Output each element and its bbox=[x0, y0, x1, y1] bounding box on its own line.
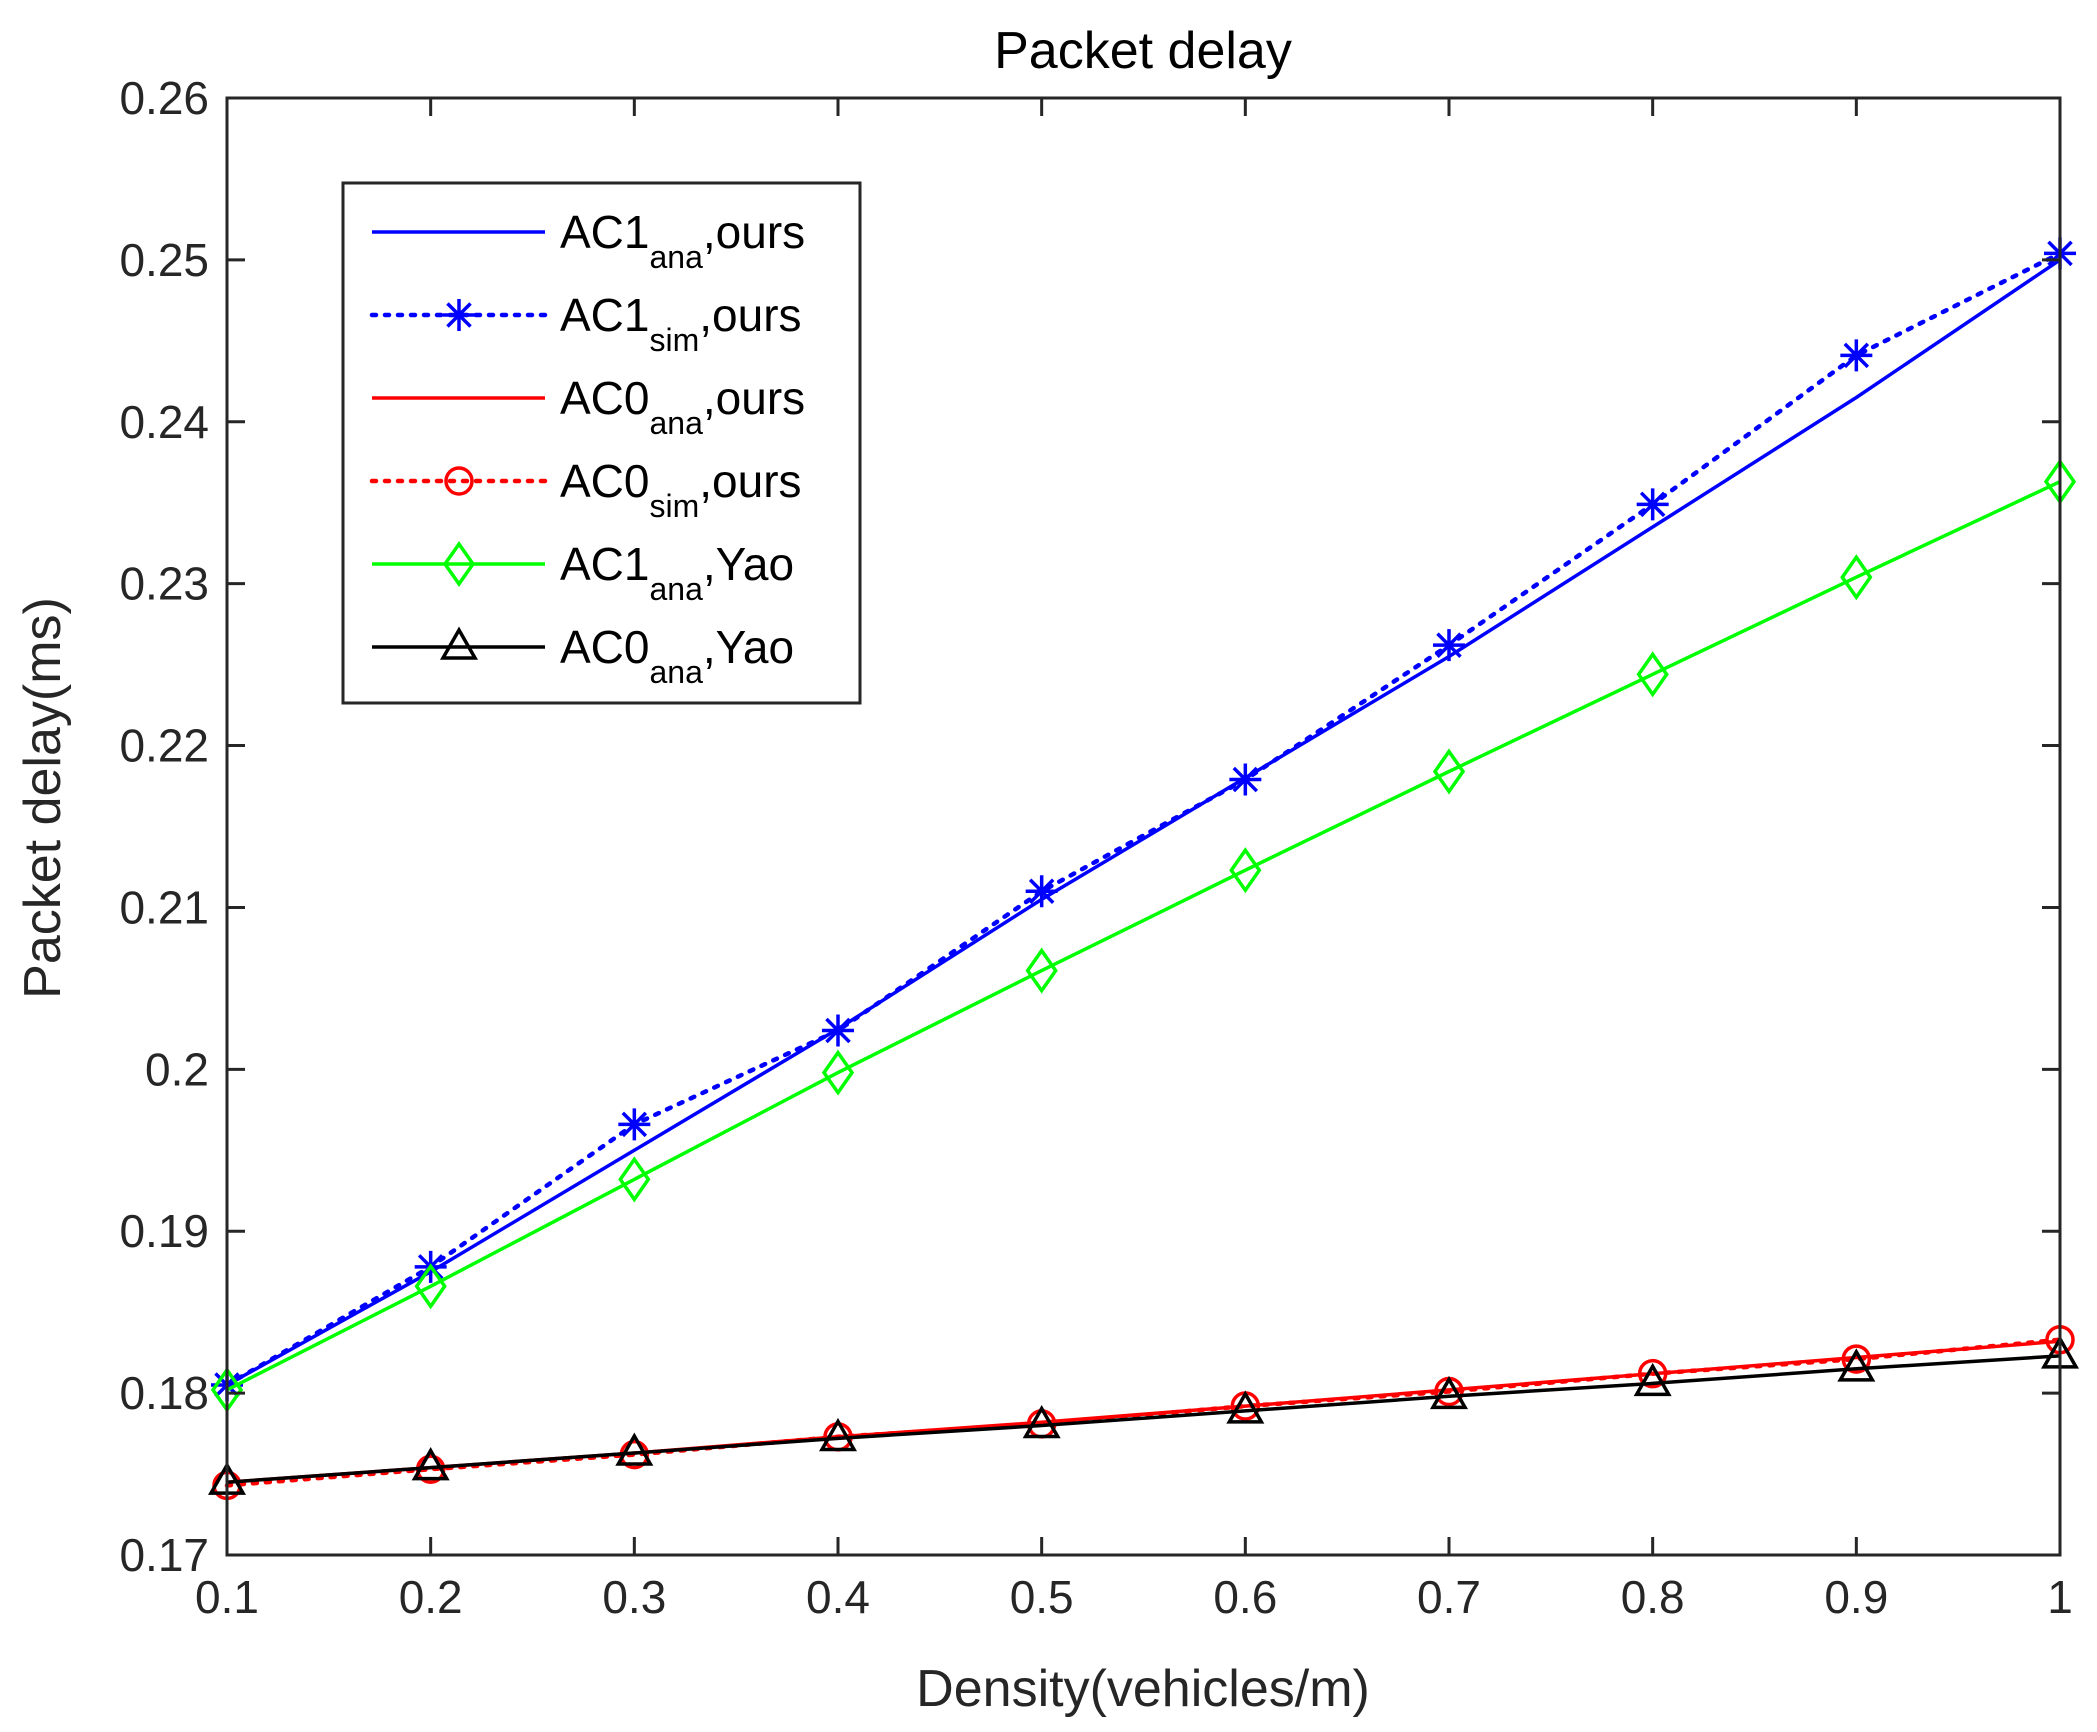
data-point-ac1-ana-yao bbox=[1840, 554, 1873, 601]
legend-label-ac1-ana-yao: AC1ana,Yao bbox=[560, 538, 794, 607]
legend-marker-ac0-sim-ours bbox=[444, 466, 474, 496]
series-line-ac1-ana-ours bbox=[226, 258, 2061, 1387]
x-tick-label: 0.3 bbox=[602, 1571, 666, 1623]
data-point-ac1-ana-yao bbox=[1229, 847, 1262, 894]
y-tick-label: 0.17 bbox=[119, 1529, 209, 1581]
series-line-ac0-sim-ours bbox=[224, 1337, 2063, 1488]
data-point-ac1-ana-yao bbox=[1636, 651, 1669, 698]
data-point-ac1-sim-ours bbox=[1229, 763, 1262, 796]
legend-box bbox=[341, 181, 862, 705]
x-tick-label: 0.7 bbox=[1417, 1571, 1481, 1623]
legend-item-ac1-ana-ours: AC1ana,ours bbox=[372, 206, 805, 275]
legend-label-ac1-ana-ours: AC1ana,ours bbox=[560, 206, 805, 275]
data-point-ac0-ana-yao bbox=[818, 1417, 858, 1452]
y-tick-label: 0.21 bbox=[119, 881, 209, 933]
data-point-ac0-ana-yao bbox=[1429, 1375, 1469, 1410]
data-point-ac0-sim-ours bbox=[1841, 1344, 1872, 1374]
series-ac0-ana-yao bbox=[207, 1335, 2080, 1495]
data-point-ac1-ana-yao bbox=[1432, 748, 1466, 795]
x-tick-label: 1 bbox=[2047, 1571, 2073, 1623]
legend-label-ac0-ana-yao: AC0ana,Yao bbox=[560, 621, 794, 690]
series-ac1-ana-ours bbox=[226, 258, 2061, 1387]
legend-label-ac0-ana-ours: AC0ana,ours bbox=[560, 372, 805, 441]
x-tick-label: 0.1 bbox=[195, 1571, 259, 1623]
x-tick-label: 0.2 bbox=[399, 1571, 463, 1623]
x-tick-label: 0.4 bbox=[806, 1571, 870, 1623]
data-point-ac1-sim-ours bbox=[1025, 875, 1058, 908]
legend-item-ac0-sim-ours: AC0sim,ours bbox=[369, 455, 802, 524]
x-tick-label: 0.5 bbox=[1010, 1571, 1074, 1623]
x-tick-label: 0.9 bbox=[1824, 1571, 1888, 1623]
x-tick-label: 0.6 bbox=[1213, 1571, 1277, 1623]
legend-label-ac1-sim-ours: AC1sim,ours bbox=[560, 289, 802, 358]
data-point-ac0-sim-ours bbox=[1637, 1358, 1668, 1389]
y-tick-label: 0.18 bbox=[119, 1367, 209, 1419]
y-tick-label: 0.24 bbox=[119, 396, 209, 448]
legend-marker-ac1-ana-yao bbox=[442, 540, 476, 588]
data-point-ac0-ana-yao bbox=[1837, 1348, 1876, 1382]
data-point-ac0-ana-yao bbox=[1226, 1390, 1265, 1424]
data-point-ac1-sim-ours bbox=[1636, 488, 1669, 521]
legend-item-ac0-ana-ours: AC0ana,ours bbox=[372, 372, 805, 441]
x-tick-label: 0.8 bbox=[1621, 1571, 1685, 1623]
y-tick-label: 0.26 bbox=[119, 72, 209, 124]
data-point-ac1-ana-yao bbox=[618, 1156, 651, 1203]
data-point-ac0-ana-yao bbox=[1633, 1362, 1672, 1397]
series-ac1-ana-yao bbox=[210, 458, 2077, 1413]
data-point-ac1-sim-ours bbox=[822, 1014, 854, 1047]
legend: AC1ana,ours AC1sim,ours AC0ana,ours AC0sim,… bbox=[341, 181, 862, 705]
data-point-ac1-ana-yao bbox=[414, 1263, 447, 1310]
data-point-ac0-ana-yao bbox=[615, 1432, 654, 1466]
y-tick-label: 0.25 bbox=[119, 234, 209, 286]
data-point-ac1-sim-ours bbox=[1840, 339, 1873, 372]
y-axis-label: Packet delay(ms) bbox=[14, 597, 72, 999]
y-tick-label: 0.23 bbox=[119, 558, 209, 610]
data-point-ac1-sim-ours bbox=[618, 1108, 651, 1141]
series-line-ac0-ana-yao bbox=[226, 1354, 2061, 1484]
axes-layer: 0.1 0.2 0.3 0.4 0.5 0.6 0.7 0.8 0.9 1 0.17 0.18 0.19… bbox=[119, 72, 2072, 1623]
legend-item-ac0-ana-yao: AC0ana,Yao bbox=[372, 621, 794, 690]
legend-label-ac0-sim-ours: AC0sim,ours bbox=[560, 455, 802, 524]
series-layer bbox=[207, 237, 2080, 1501]
legend-item-ac1-ana-yao: AC1ana,Yao bbox=[372, 538, 794, 607]
data-point-ac0-ana-yao bbox=[411, 1447, 450, 1481]
chart-title: Packet delay bbox=[994, 22, 1292, 80]
y-tick-label: 0.22 bbox=[119, 720, 209, 772]
data-point-ac1-ana-yao bbox=[821, 1049, 855, 1096]
axes-box bbox=[225, 96, 2062, 1557]
x-axis-label: Density(vehicles/m) bbox=[916, 1660, 1370, 1718]
series-line-ac1-ana-yao bbox=[226, 480, 2061, 1392]
data-point-ac1-sim-ours bbox=[1433, 629, 1465, 662]
series-line-ac1-sim-ours bbox=[224, 251, 2063, 1388]
y-tick-label: 0.2 bbox=[145, 1043, 209, 1095]
y-tick-label: 0.19 bbox=[119, 1205, 209, 1257]
data-point-ac1-ana-yao bbox=[1025, 947, 1058, 994]
legend-marker-ac0-ana-yao bbox=[439, 626, 479, 660]
legend-item-ac1-sim-ours: AC1sim,ours bbox=[369, 289, 802, 358]
data-point-ac0-ana-yao bbox=[1022, 1404, 1061, 1439]
legend-marker-ac1-sim-ours bbox=[443, 299, 475, 331]
